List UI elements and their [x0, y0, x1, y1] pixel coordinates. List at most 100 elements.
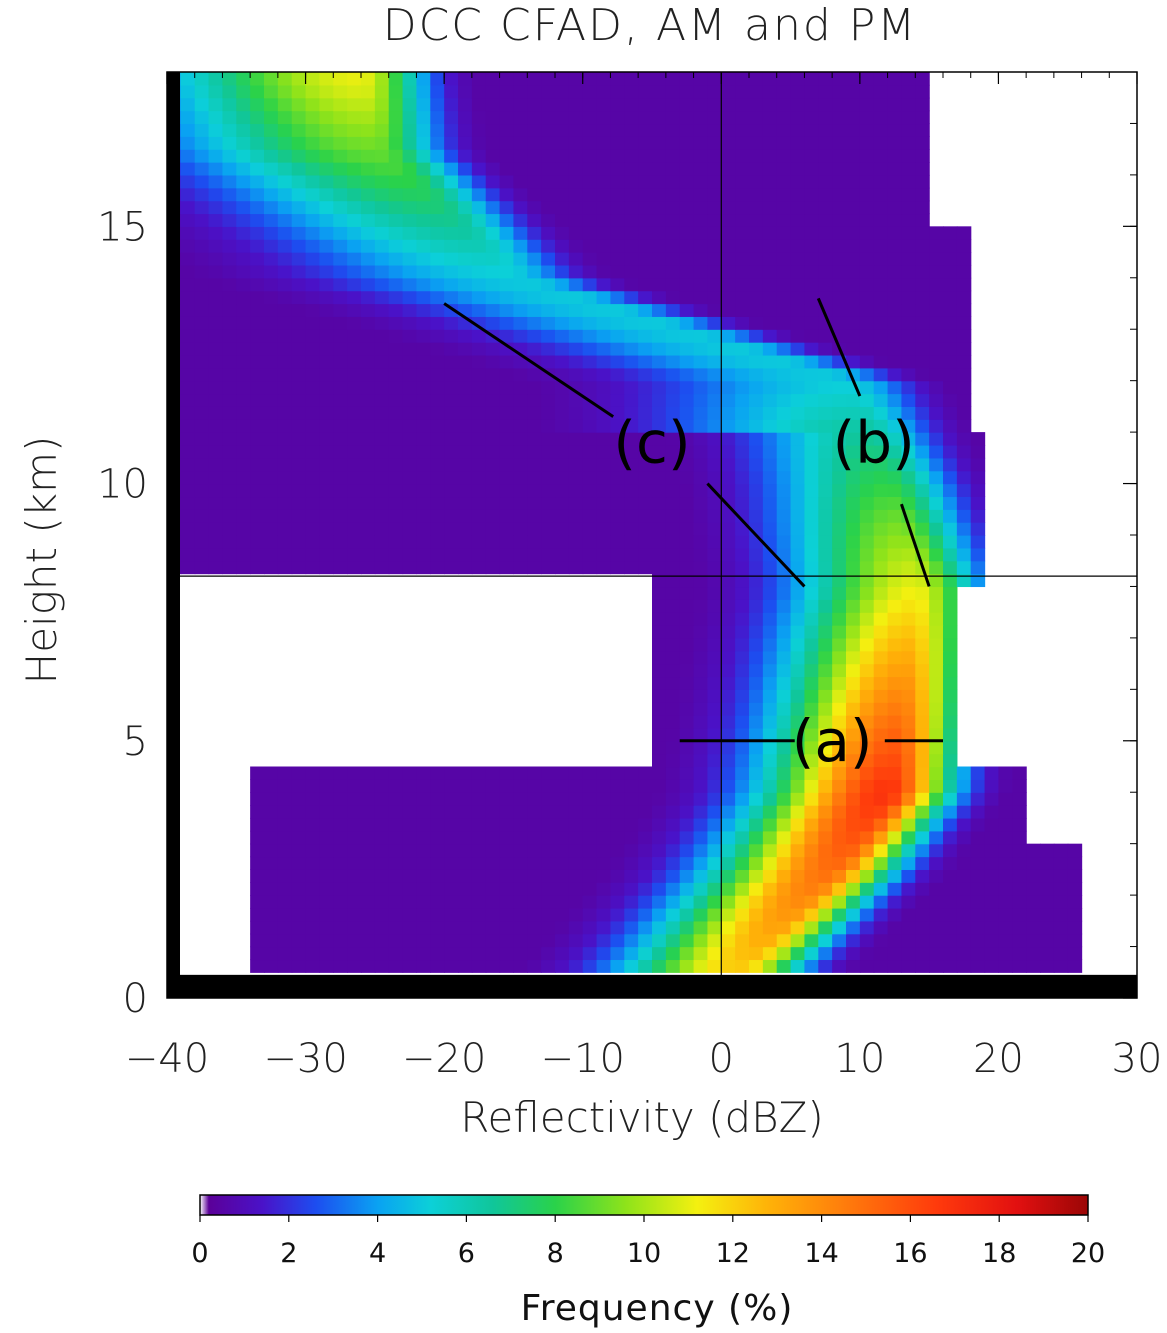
heatmap-cell: [693, 393, 709, 407]
heatmap-cell: [638, 959, 653, 973]
heatmap-cell: [458, 817, 473, 832]
heatmap-cell: [624, 393, 639, 407]
heatmap-cell: [832, 149, 847, 163]
heatmap-cell: [444, 123, 459, 137]
heatmap-cell: [277, 329, 293, 343]
y-axis-label: Height (km): [17, 436, 66, 685]
heatmap-cell: [305, 213, 321, 227]
heatmap-cell: [679, 843, 695, 858]
heatmap-cell: [762, 457, 778, 472]
heatmap-cell: [956, 264, 972, 279]
heatmap-cell: [458, 200, 473, 215]
heatmap-cell: [555, 470, 570, 485]
heatmap-cell: [513, 933, 528, 948]
heatmap-cell: [887, 856, 903, 870]
heatmap-cell: [402, 457, 418, 472]
heatmap-cell: [194, 367, 210, 382]
heatmap-cell: [291, 329, 307, 343]
heatmap-cell: [818, 72, 833, 86]
heatmap-cell: [250, 162, 265, 176]
heatmap-cell: [693, 419, 709, 433]
heatmap-cell: [652, 264, 667, 279]
heatmap-cell: [513, 470, 528, 485]
heatmap-cell: [499, 920, 515, 935]
heatmap-cell: [749, 946, 764, 961]
heatmap-cell: [749, 432, 764, 446]
heatmap-cell: [222, 136, 237, 150]
heatmap-cell: [943, 869, 958, 883]
heatmap-cell: [236, 200, 251, 215]
heatmap-cell: [901, 843, 916, 858]
heatmap-cell: [721, 316, 736, 330]
heatmap-cell: [319, 264, 334, 279]
heatmap-cell: [513, 252, 528, 266]
heatmap-cell: [444, 329, 459, 343]
heatmap-cell: [374, 444, 390, 459]
annotation-leader: [443, 302, 615, 418]
heatmap-cell: [319, 239, 334, 253]
heatmap-cell: [804, 213, 819, 227]
heatmap-cell: [665, 830, 681, 845]
heatmap-cell: [430, 252, 445, 266]
heatmap-cell: [818, 290, 833, 305]
heatmap-cell: [665, 959, 681, 973]
heatmap-cell: [721, 805, 736, 819]
heatmap-cell: [402, 303, 418, 317]
heatmap-cell: [388, 895, 404, 909]
heatmap-cell: [943, 817, 958, 832]
heatmap-cell: [790, 72, 806, 86]
heatmap-cell: [471, 213, 487, 227]
heatmap-cell: [236, 149, 251, 163]
heatmap-cell: [458, 805, 473, 819]
heatmap-cell: [818, 933, 833, 948]
heatmap-cell: [693, 856, 709, 870]
heatmap-cell: [458, 72, 473, 86]
heatmap-cell: [555, 920, 570, 935]
heatmap-cell: [471, 380, 487, 395]
heatmap-cell: [707, 727, 722, 742]
heatmap-cell: [374, 277, 390, 292]
heatmap-cell: [555, 84, 570, 99]
heatmap-cell: [804, 303, 819, 317]
heatmap-cell: [194, 329, 210, 343]
heatmap-cell: [333, 817, 348, 832]
heatmap-cell: [887, 277, 903, 292]
heatmap-cell: [984, 792, 1000, 806]
heatmap-cell: [347, 187, 362, 202]
heatmap-cell: [638, 200, 653, 215]
heatmap-cell: [652, 946, 667, 961]
heatmap-cell: [984, 856, 1000, 870]
heatmap-cell: [513, 535, 528, 549]
heatmap-cell: [956, 547, 972, 562]
heatmap-cell: [887, 817, 903, 832]
heatmap-cell: [596, 779, 612, 793]
heatmap-cell: [513, 290, 528, 305]
heatmap-cell: [347, 933, 362, 948]
heatmap-cell: [665, 715, 681, 729]
heatmap-cell: [984, 805, 1000, 819]
heatmap-cell: [735, 689, 750, 703]
heatmap-cell: [929, 290, 944, 305]
heatmap-cell: [749, 136, 764, 150]
heatmap-cell: [1026, 933, 1041, 948]
heatmap-cell: [679, 264, 695, 279]
heatmap-cell: [388, 907, 404, 922]
heatmap-cell: [568, 843, 584, 858]
heatmap-cell: [361, 509, 376, 523]
heatmap-cell: [859, 187, 875, 202]
heatmap-cell: [610, 907, 625, 922]
heatmap-cell: [873, 650, 889, 665]
heatmap-cell: [804, 432, 819, 446]
heatmap-cell: [624, 856, 639, 870]
heatmap-cell: [735, 110, 750, 125]
heatmap-cell: [638, 444, 653, 459]
heatmap-cell: [291, 946, 307, 961]
heatmap-cell: [887, 419, 903, 433]
heatmap-cell: [458, 470, 473, 485]
heatmap-cell: [707, 882, 722, 896]
heatmap-cell: [818, 856, 833, 870]
heatmap-cell: [333, 535, 348, 549]
heatmap-cell: [887, 252, 903, 266]
heatmap-cell: [832, 817, 847, 832]
heatmap-cell: [679, 393, 695, 407]
